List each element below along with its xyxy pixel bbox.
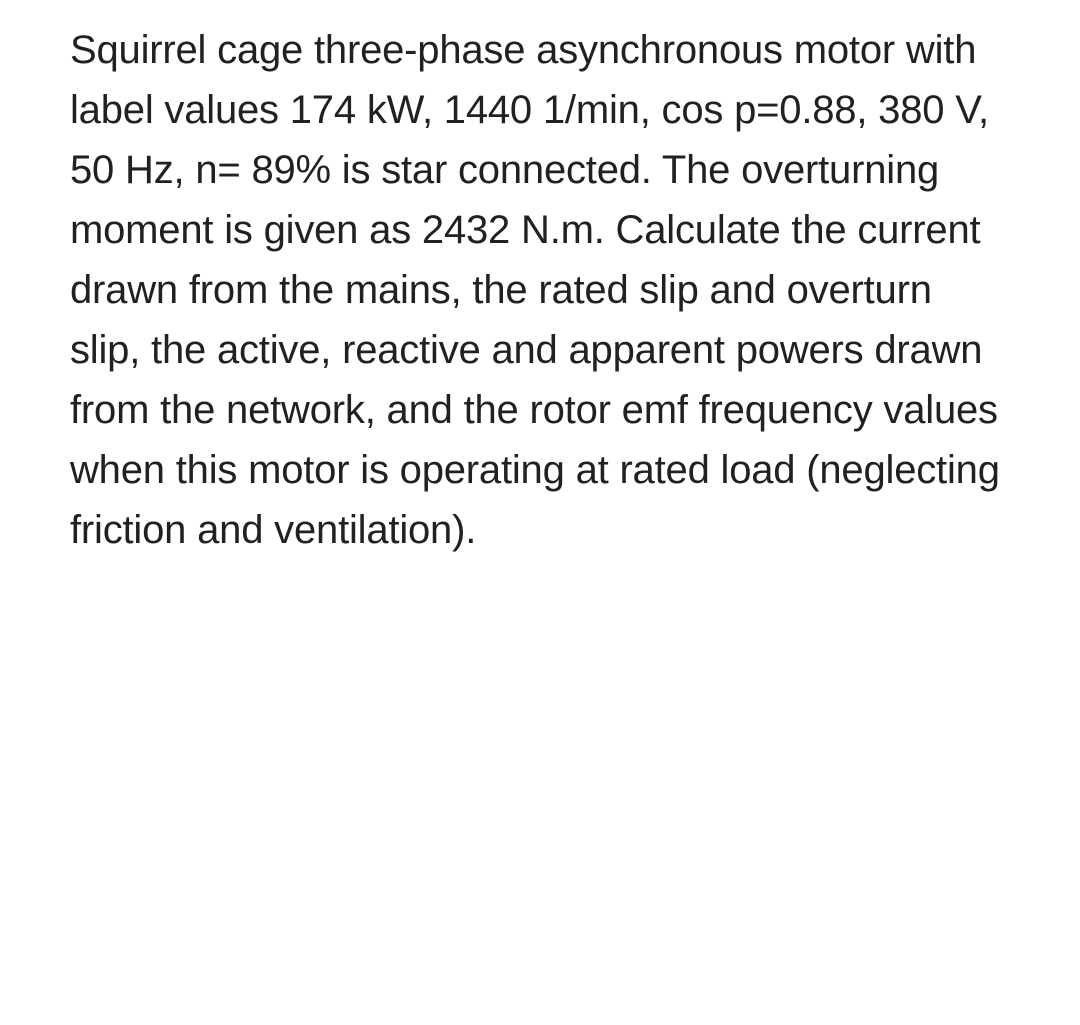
problem-statement: Squirrel cage three-phase asynchronous m…: [70, 20, 1010, 560]
